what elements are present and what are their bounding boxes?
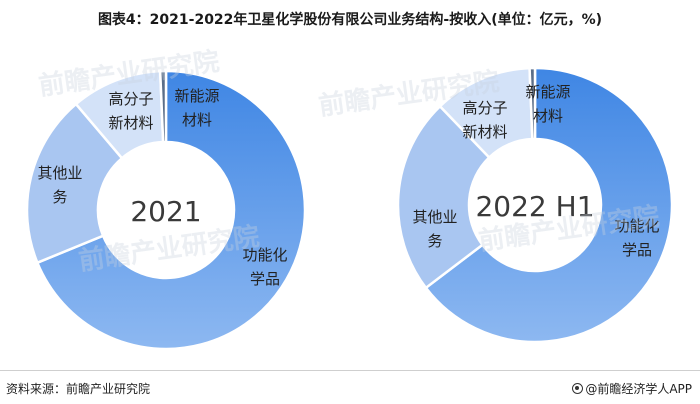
segment-label-3: 高分子新材料 — [462, 99, 507, 141]
segment-label-4: 新能源材料 — [525, 83, 570, 125]
brand-text: @前瞻经济学人APP — [585, 382, 692, 396]
brand-logo-icon — [572, 383, 584, 394]
donut-segment-2 — [25, 102, 124, 265]
segment-label-1: 功能化学品 — [242, 246, 287, 288]
segment-label-1: 功能化学品 — [614, 217, 659, 259]
donut-segment-4 — [528, 66, 537, 141]
segment-label-2: 其他业务 — [412, 208, 457, 250]
center-label: 2021 — [130, 195, 201, 228]
donut-segment-1 — [424, 66, 674, 344]
source-note: 资料来源：前瞻产业研究院 — [6, 382, 151, 396]
donut-segment-4 — [158, 69, 168, 144]
brand-credit: @前瞻经济学人APP — [572, 380, 692, 397]
segment-label-3: 高分子新材料 — [108, 90, 153, 132]
footer-divider — [0, 370, 700, 371]
donut-segment-1 — [35, 69, 307, 351]
chart-title: 图表4：2021-2022年卫星化学股份有限公司业务结构-按收入(单位：亿元，%… — [97, 12, 603, 28]
segment-label-2: 其他业务 — [37, 164, 82, 206]
center-label: 2022 H1 — [475, 190, 594, 223]
segment-label-4: 新能源材料 — [174, 87, 219, 129]
donut-segment-2 — [396, 104, 491, 290]
